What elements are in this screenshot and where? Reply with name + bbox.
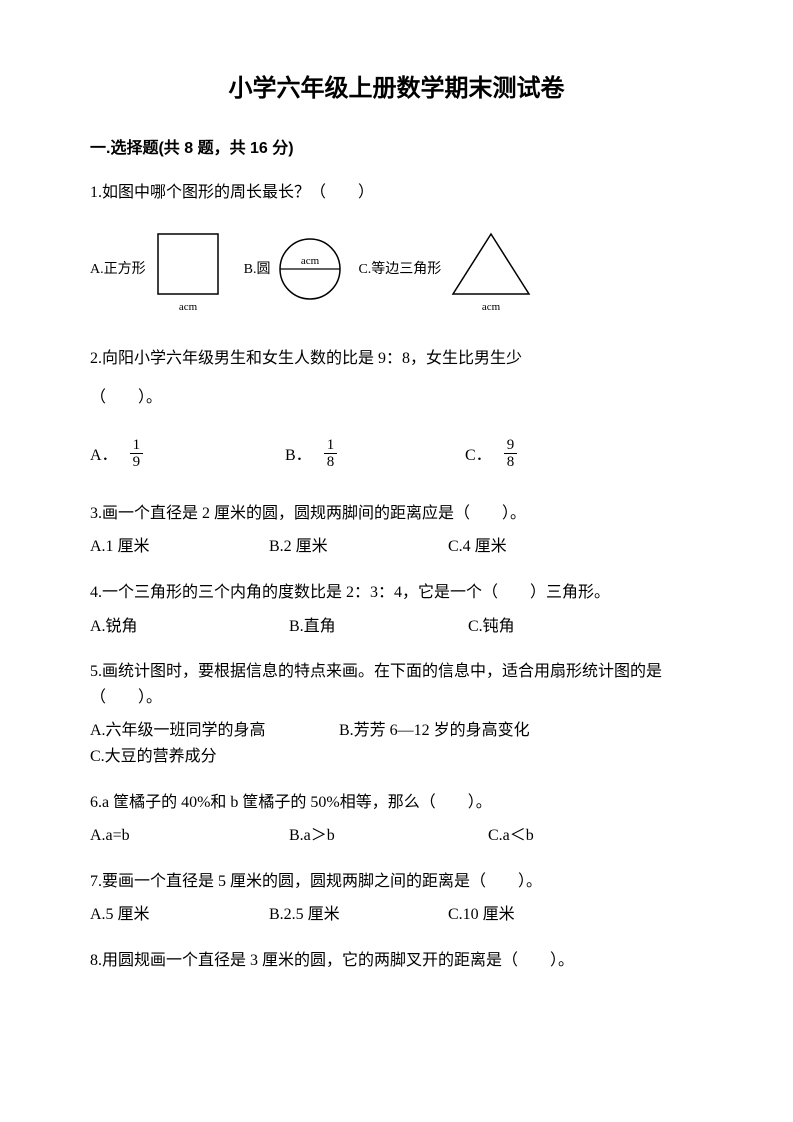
square-label: acm [178,301,197,313]
circle-icon: acm [270,231,350,311]
question-6: 6.a 筐橘子的 40%和 b 筐橘子的 50%相等，那么（ ）。 A.a=b … [90,790,703,849]
q1-option-c: C.等边三角形 acm [358,226,541,316]
q7-text: 7.要画一个直径是 5 厘米的圆，圆规两脚之间的距离是（ ）。 [90,869,703,895]
triangle-icon: acm [441,226,541,316]
q2-option-a: A． 1 9 [90,439,285,473]
circle-label: acm [301,255,320,267]
q6-text: 6.a 筐橘子的 40%和 b 筐橘子的 50%相等，那么（ ）。 [90,790,703,816]
q1-optB-label: B.圆 [244,259,271,281]
question-5: 5.画统计图时，要根据信息的特点来画。在下面的信息中，适合用扇形统计图的是（ ）… [90,659,703,769]
q2-fracC-den: 8 [504,454,518,471]
q2-optC-label: C． [465,443,492,469]
q1-shapes: A.正方形 acm B.圆 acm C.等边三角形 acm [90,226,703,316]
q1-option-b: B.圆 acm [244,231,351,311]
question-7: 7.要画一个直径是 5 厘米的圆，圆规两脚之间的距离是（ ）。 A.5 厘米 B… [90,869,703,928]
q2-option-b: B． 1 8 [285,439,465,473]
q7-option-a: A.5 厘米 [90,902,265,928]
triangle-label: acm [482,301,501,313]
q2-text: 2.向阳小学六年级男生和女生人数的比是 9：8，女生比男生少 [90,346,703,372]
q2-fracB-den: 8 [324,454,338,471]
q3-option-a: A.1 厘米 [90,534,265,560]
q6-option-c: C.a＜b [488,823,534,849]
q2-fracA: 1 9 [130,437,144,471]
q5-option-c: C.大豆的营养成分 [90,744,217,770]
q7-option-b: B.2.5 厘米 [269,902,444,928]
q2-fracB-num: 1 [324,437,338,455]
question-1: 1.如图中哪个图形的周长最长？（ ） A.正方形 acm B.圆 acm C.等… [90,180,703,316]
q2-option-c: C． 9 8 [465,439,517,473]
question-8: 8.用圆规画一个直径是 3 厘米的圆，它的两脚叉开的距离是（ ）。 [90,948,703,974]
q1-optC-label: C.等边三角形 [358,259,441,281]
q2-fracA-num: 1 [130,437,144,455]
q2-fracA-den: 9 [130,454,144,471]
q6-option-b: B.a＞b [289,823,484,849]
q4-options: A.锐角 B.直角 C.钝角 [90,614,703,640]
question-2: 2.向阳小学六年级男生和女生人数的比是 9：8，女生比男生少 （ ）。 A． 1… [90,346,703,473]
q2-fracC: 9 8 [504,437,518,471]
q1-optA-label: A.正方形 [90,259,146,281]
q7-options: A.5 厘米 B.2.5 厘米 C.10 厘米 [90,902,703,928]
q6-options: A.a=b B.a＞b C.a＜b [90,823,703,849]
q4-option-a: A.锐角 [90,614,285,640]
q5-options: A.六年级一班同学的身高 B.芳芳 6—12 岁的身高变化 C.大豆的营养成分 [90,718,703,769]
square-icon: acm [146,226,236,316]
section-header: 一.选择题(共 8 题，共 16 分) [90,136,703,162]
q2-optB-label: B． [285,443,312,469]
q7-option-c: C.10 厘米 [448,902,515,928]
q2-blank: （ ）。 [90,385,703,411]
q2-optA-label: A． [90,443,118,469]
q6-option-a: A.a=b [90,823,285,849]
q3-text: 3.画一个直径是 2 厘米的圆，圆规两脚间的距离应是（ ）。 [90,501,703,527]
q3-options: A.1 厘米 B.2 厘米 C.4 厘米 [90,534,703,560]
q1-text: 1.如图中哪个图形的周长最长？（ ） [90,180,703,206]
q5-option-b: B.芳芳 6—12 岁的身高变化 [339,718,614,744]
question-3: 3.画一个直径是 2 厘米的圆，圆规两脚间的距离应是（ ）。 A.1 厘米 B.… [90,501,703,560]
q5-option-a: A.六年级一班同学的身高 [90,718,335,744]
q1-option-a: A.正方形 acm [90,226,236,316]
q8-text: 8.用圆规画一个直径是 3 厘米的圆，它的两脚叉开的距离是（ ）。 [90,948,703,974]
q3-option-b: B.2 厘米 [269,534,444,560]
q4-text: 4.一个三角形的三个内角的度数比是 2：3：4，它是一个（ ）三角形。 [90,580,703,606]
q2-fracC-num: 9 [504,437,518,455]
q2-fracB: 1 8 [324,437,338,471]
q2-options: A． 1 9 B． 1 8 C． 9 8 [90,439,703,473]
q4-option-b: B.直角 [289,614,464,640]
q3-option-c: C.4 厘米 [448,534,507,560]
q5-text: 5.画统计图时，要根据信息的特点来画。在下面的信息中，适合用扇形统计图的是（ ）… [90,659,703,710]
q4-option-c: C.钝角 [468,614,515,640]
question-4: 4.一个三角形的三个内角的度数比是 2：3：4，它是一个（ ）三角形。 A.锐角… [90,580,703,639]
page-title: 小学六年级上册数学期末测试卷 [90,70,703,108]
